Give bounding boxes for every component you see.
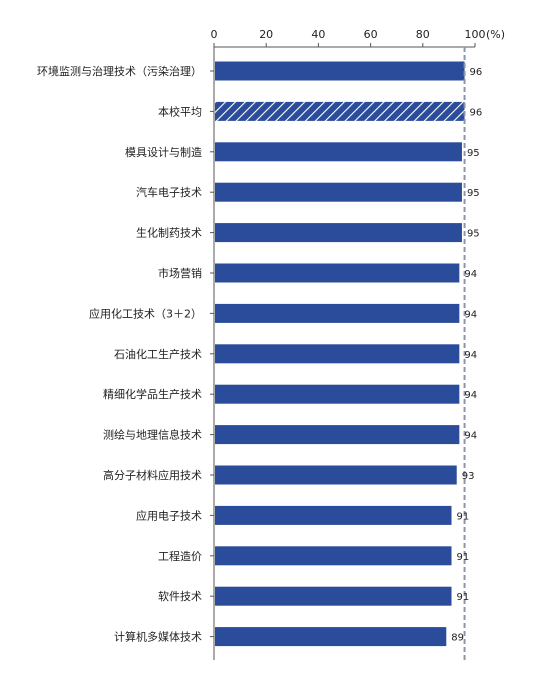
category-label: 计算机多媒体技术	[114, 630, 202, 644]
value-label: 96	[470, 67, 483, 78]
value-label: 94	[464, 269, 477, 280]
category-label: 环境监测与治理技术（污染治理）	[37, 64, 202, 78]
x-unit-label: (%)	[486, 28, 505, 41]
x-tick-label: 100	[465, 28, 486, 41]
bar	[215, 263, 460, 283]
value-label: 95	[467, 188, 480, 199]
value-label: 93	[462, 471, 475, 482]
x-tick-label: 0	[211, 28, 218, 41]
value-label: 95	[467, 148, 480, 159]
category-label: 应用化工技术（3＋2）	[89, 306, 202, 320]
category-label: 工程造价	[158, 549, 202, 563]
bar	[215, 142, 462, 162]
value-label: 94	[464, 350, 477, 361]
category-label: 应用电子技术	[136, 508, 202, 522]
x-tick-label: 60	[364, 28, 378, 41]
category-label: 石油化工生产技术	[114, 347, 202, 361]
category-label: 软件技术	[158, 589, 202, 603]
bar	[215, 465, 457, 485]
value-label: 91	[457, 552, 470, 563]
bar	[215, 505, 452, 525]
category-label: 高分子材料应用技术	[103, 468, 202, 482]
bar	[215, 384, 460, 404]
bar	[215, 223, 462, 243]
value-label: 89	[451, 633, 464, 644]
bars-layer	[215, 61, 465, 647]
labels-layer: 环境监测与治理技术（污染治理） 96 本校平均 96 模具设计与制造 95 汽车电子技术 95…	[37, 64, 482, 644]
value-label: 96	[470, 107, 483, 118]
axis-layer: 0 20 40 60 80 100 (%)	[210, 28, 505, 660]
bar	[215, 586, 452, 606]
value-label: 91	[457, 592, 470, 603]
bar-highlight	[215, 101, 465, 121]
bar	[215, 627, 447, 647]
bar	[215, 344, 460, 364]
bar	[215, 425, 460, 445]
bar	[215, 546, 452, 566]
value-label: 95	[467, 229, 480, 240]
category-label: 测绘与地理信息技术	[103, 428, 202, 442]
category-label: 精细化学品生产技术	[103, 387, 202, 401]
value-label: 94	[464, 390, 477, 401]
x-tick-label: 20	[259, 28, 273, 41]
value-label: 91	[457, 511, 470, 522]
category-label: 模具设计与制造	[125, 145, 202, 159]
category-label: 市场营销	[158, 266, 202, 280]
bar	[215, 61, 465, 81]
bar	[215, 303, 460, 323]
bar	[215, 182, 462, 202]
value-label: 94	[464, 309, 477, 320]
value-label: 94	[464, 431, 477, 442]
category-label: 汽车电子技术	[136, 185, 202, 199]
category-label: 生化制药技术	[136, 226, 202, 240]
x-tick-label: 80	[416, 28, 430, 41]
category-label: 本校平均	[158, 104, 202, 118]
x-tick-label: 40	[311, 28, 325, 41]
